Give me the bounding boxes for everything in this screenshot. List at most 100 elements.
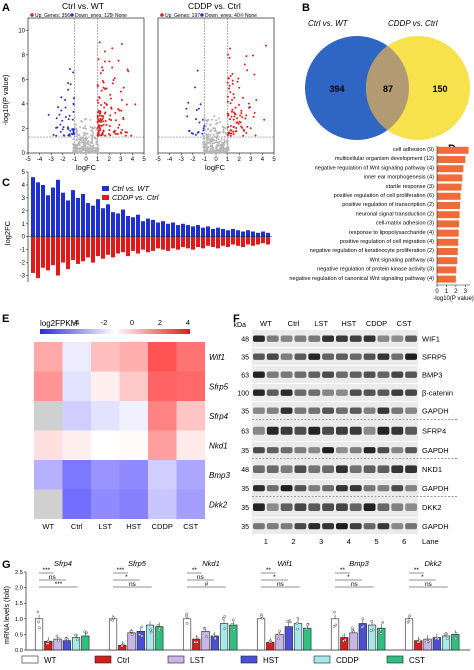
- blot-band: [336, 389, 348, 396]
- blot-band: [266, 371, 279, 378]
- volcano-ytick-label: 0: [22, 151, 26, 157]
- volcano-point-up: [104, 88, 107, 91]
- volcano-point-down: [62, 134, 65, 137]
- barc-bar-cddp-ctrl: [51, 236, 55, 266]
- qpcr-bar: [256, 618, 266, 651]
- barc-bar-ctrl-wt: [76, 197, 80, 237]
- qpcr-bar: [219, 623, 229, 651]
- volcano-point-none: [89, 149, 92, 152]
- blot-band: [391, 485, 404, 492]
- volcano-point-up: [239, 114, 242, 117]
- blot-kda-mark: 35: [241, 355, 249, 362]
- qpcr-bar: [349, 632, 358, 651]
- blot-lane-number: 1: [264, 537, 268, 546]
- volcano-point-down: [61, 128, 64, 131]
- volcano-point-none: [222, 150, 225, 153]
- qpcr-legend-swatch: [313, 655, 331, 664]
- go-term-bar: [437, 220, 460, 228]
- panel-d: D cell adhesion (9)multicellular organis…: [289, 143, 473, 302]
- qpcr-point: [296, 616, 300, 620]
- blot-strip: [252, 480, 418, 496]
- qpcr-point: [277, 637, 280, 641]
- blot-band: [280, 447, 293, 454]
- qpcr-bar: [284, 626, 293, 651]
- qpcr-point: [379, 628, 383, 632]
- volcano-legend-dot: [240, 13, 244, 17]
- heatmap-cell: [91, 430, 120, 460]
- volcano-point-up: [96, 126, 99, 129]
- heatmap-row-label: Bmp3: [209, 471, 230, 480]
- blot-band: [363, 426, 376, 435]
- blot-kda-mark: 35: [241, 448, 249, 455]
- qpcr-point: [369, 629, 373, 632]
- volcano-point-up: [97, 58, 100, 61]
- go-term-label: cell-matrix adhesion (3): [376, 221, 434, 227]
- volcano-point-none: [79, 138, 82, 141]
- go-enrichment-chart: cell adhesion (9) multicellular organism …: [289, 146, 474, 302]
- qpcr-point: [352, 630, 355, 633]
- qpcr-sig-label: ns: [425, 581, 433, 588]
- barc-bar-ctrl-wt: [106, 204, 110, 237]
- volcano-point-up: [232, 93, 235, 96]
- barc-bar-cddp-ctrl: [231, 236, 235, 245]
- barc-bar-ctrl-wt: [191, 226, 195, 237]
- volcano-point-none: [223, 138, 226, 141]
- volcano-legend-dot: [70, 13, 74, 17]
- volcano-point-up: [126, 131, 129, 134]
- volcano-point-down: [55, 134, 58, 137]
- volcano-point-up: [100, 120, 103, 123]
- volcano-point-none: [219, 121, 222, 124]
- volcano-point-none: [75, 130, 78, 133]
- heatmap-cell: [34, 430, 63, 460]
- volcano-point-none: [227, 136, 230, 139]
- legend-swatch-ctrl-wt: [102, 186, 109, 191]
- volcano-point-up: [228, 118, 231, 121]
- volcano-point-none: [204, 119, 207, 122]
- volcano-point-down: [59, 123, 62, 126]
- volcano-point-none: [95, 148, 98, 151]
- volcano-point-none: [96, 143, 99, 146]
- volcano-point-down: [202, 129, 205, 132]
- blot-band: [336, 465, 348, 473]
- heatmap-cell: [119, 401, 148, 431]
- volcano-point-none: [89, 119, 92, 122]
- volcano-point-down: [68, 133, 71, 136]
- qpcr-sig-label: **: [414, 567, 420, 574]
- barc-ytick-label: 3: [22, 196, 26, 202]
- blot-band: [377, 485, 390, 492]
- barc-bar-cddp-ctrl: [121, 236, 125, 253]
- blot-band: [377, 371, 390, 378]
- barc-bar-ctrl-wt: [231, 228, 235, 237]
- qpcr-legend-label: WT: [44, 656, 57, 665]
- blot-band: [322, 523, 334, 530]
- volcano-point-up: [226, 100, 229, 103]
- volcano-point-up: [241, 116, 244, 119]
- volcano-point-none: [72, 149, 75, 152]
- barc-ylabel: log2FC: [3, 220, 12, 245]
- volcano-point-none: [95, 146, 98, 149]
- volcano-xtick-label: -4: [167, 157, 173, 163]
- heatmap-cell: [62, 430, 91, 460]
- volcano-point-down: [71, 118, 74, 121]
- blot-band: [349, 447, 362, 454]
- volcano-point-down: [185, 107, 188, 110]
- volcano-point-up: [241, 126, 244, 129]
- volcano-point-none: [218, 141, 221, 144]
- volcano-point-none: [214, 151, 217, 154]
- qpcr-point: [111, 618, 115, 622]
- heatmap: log2FPKM-4 -2 0 2 4 Wif1 Sfrp5 Sfrp4 Nkd1 Bmp3 Dkk…: [34, 318, 230, 531]
- barc-bar-ctrl-wt: [116, 213, 120, 237]
- blot-band: [377, 335, 390, 342]
- blot-band: [266, 389, 279, 396]
- blot-band: [405, 485, 417, 492]
- volcano-point-up: [227, 125, 230, 128]
- heatmap-cell: [62, 489, 91, 519]
- qpcr-sig-label: ns: [197, 574, 205, 581]
- volcano-point-up: [96, 85, 99, 88]
- blot-kda-mark: 48: [241, 467, 249, 474]
- volcano-point-down: [187, 101, 190, 104]
- barc-bar-ctrl-wt: [86, 203, 90, 237]
- qpcr-gene-label: Sfrp4: [54, 559, 72, 568]
- go-term-label: positive regulation of cell migration (4…: [340, 239, 434, 245]
- go-xtick-label: 2: [454, 289, 458, 295]
